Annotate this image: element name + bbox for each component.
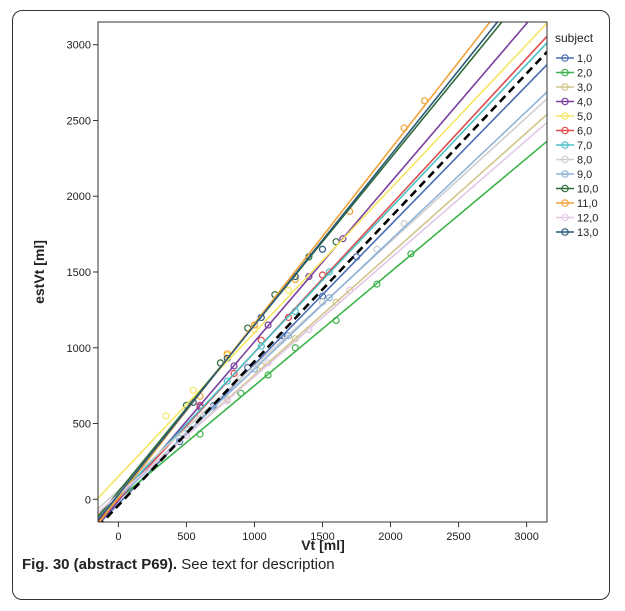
fit-line-s5	[98, 22, 547, 499]
legend-marker-s5	[561, 112, 569, 120]
y-tick-label: 3000	[67, 40, 91, 52]
caption-text: See text for description	[181, 556, 335, 573]
x-axis-label: Vt [ml]	[301, 537, 345, 553]
y-axis-label: estVt [ml]	[31, 240, 47, 304]
data-point-s7-2	[223, 377, 231, 385]
legend-label-s3: 3,0	[577, 82, 592, 94]
legend-marker-s13	[561, 228, 569, 236]
overall-fit-line	[100, 51, 547, 522]
legend-marker-s12	[561, 213, 569, 222]
legend-marker-s2	[561, 68, 569, 77]
legend-label-s5: 5,0	[577, 111, 592, 123]
data-point-s12-2	[223, 397, 231, 405]
data-point-s4-2	[230, 362, 238, 370]
fit-line-s2	[98, 140, 547, 517]
legend: subject 1,0 2,0 3,0 4,0 5,0 6,0 7,0 8,0 9,0 10,0 1…	[555, 31, 598, 239]
legend-marker-s4	[561, 97, 569, 106]
legend-marker-s11	[561, 199, 569, 207]
y-tick-label: 500	[73, 419, 91, 431]
legend-marker-s6	[561, 126, 569, 135]
data-point-s5-5	[284, 286, 293, 294]
legend-marker-s1	[561, 54, 569, 62]
plot-area	[98, 22, 547, 522]
data-point-s7-3	[257, 342, 265, 350]
legend-marker-s7	[561, 141, 569, 149]
legend-label-s10: 10,0	[577, 184, 598, 196]
x-tick-label: 1500	[310, 531, 334, 543]
data-point-s11-3	[250, 321, 259, 329]
fit-line-s10	[98, 22, 503, 518]
legend-label-s12: 12,0	[577, 213, 598, 225]
figure-frame	[12, 10, 610, 600]
data-point-s9-5	[325, 294, 333, 302]
axes: 0 500 1000 1500 2000 2500 3000 0 500 1000 1500 2000…	[67, 21, 548, 543]
data-point-s4-4	[305, 272, 313, 281]
legend-marker-s10	[561, 184, 569, 193]
y-tick-label: 2000	[67, 191, 91, 203]
x-tick-label: 2000	[378, 531, 402, 543]
legend-label-s2: 2,0	[577, 68, 592, 80]
y-tick-label: 1500	[67, 267, 91, 279]
y-tick-label: 2500	[67, 115, 91, 127]
data-point-s5-2	[189, 386, 197, 394]
fit-line-s13	[98, 22, 499, 521]
y-tick-label: 0	[85, 494, 91, 506]
data-point-s2-3	[264, 371, 272, 379]
x-tick-label: 1000	[242, 531, 266, 543]
data-point-s9-4	[284, 332, 293, 340]
data-point-s5-1	[162, 412, 170, 420]
legend-label-s9: 9,0	[577, 169, 592, 181]
fit-line-s6	[98, 35, 547, 522]
fit-line-s4	[99, 22, 529, 522]
legend-label-s8: 8,0	[577, 155, 592, 167]
x-tick-label: 2500	[446, 531, 470, 543]
fit-line-s12	[98, 121, 547, 514]
x-tick-label: 3000	[514, 531, 538, 543]
legend-label-s6: 6,0	[577, 126, 592, 138]
data-point-s4-3	[264, 321, 272, 329]
data-point-s6-2	[230, 369, 238, 378]
legend-marker-s8	[561, 155, 569, 164]
data-point-s6-1	[196, 401, 204, 409]
legend-marker-s9	[561, 170, 569, 178]
legend-label-s4: 4,0	[577, 97, 592, 109]
x-tick-label: 500	[177, 531, 195, 543]
legend-marker-s3	[561, 83, 569, 91]
data-point-s13-5	[318, 245, 327, 253]
data-point-s2-6	[373, 280, 381, 288]
caption-label: Fig. 30 (abstract P69).	[22, 556, 178, 573]
fit-line-s7	[98, 42, 547, 519]
figure-caption: Fig. 30 (abstract P69). See text for des…	[22, 556, 335, 573]
legend-label-s13: 13,0	[577, 227, 598, 239]
x-tick-label: 0	[115, 531, 121, 543]
data-point-s7-5	[325, 268, 333, 276]
legend-label-s7: 7,0	[577, 140, 592, 152]
legend-title: subject	[555, 31, 594, 45]
y-tick-label: 1000	[67, 343, 91, 355]
legend-label-s1: 1,0	[577, 53, 592, 65]
data-point-s2-7	[407, 250, 415, 258]
scatter-chart: 0 500 1000 1500 2000 2500 3000 0 500 1000 1500 2000…	[31, 21, 598, 553]
legend-label-s11: 11,0	[577, 198, 598, 210]
data-point-s4-5	[339, 235, 347, 243]
